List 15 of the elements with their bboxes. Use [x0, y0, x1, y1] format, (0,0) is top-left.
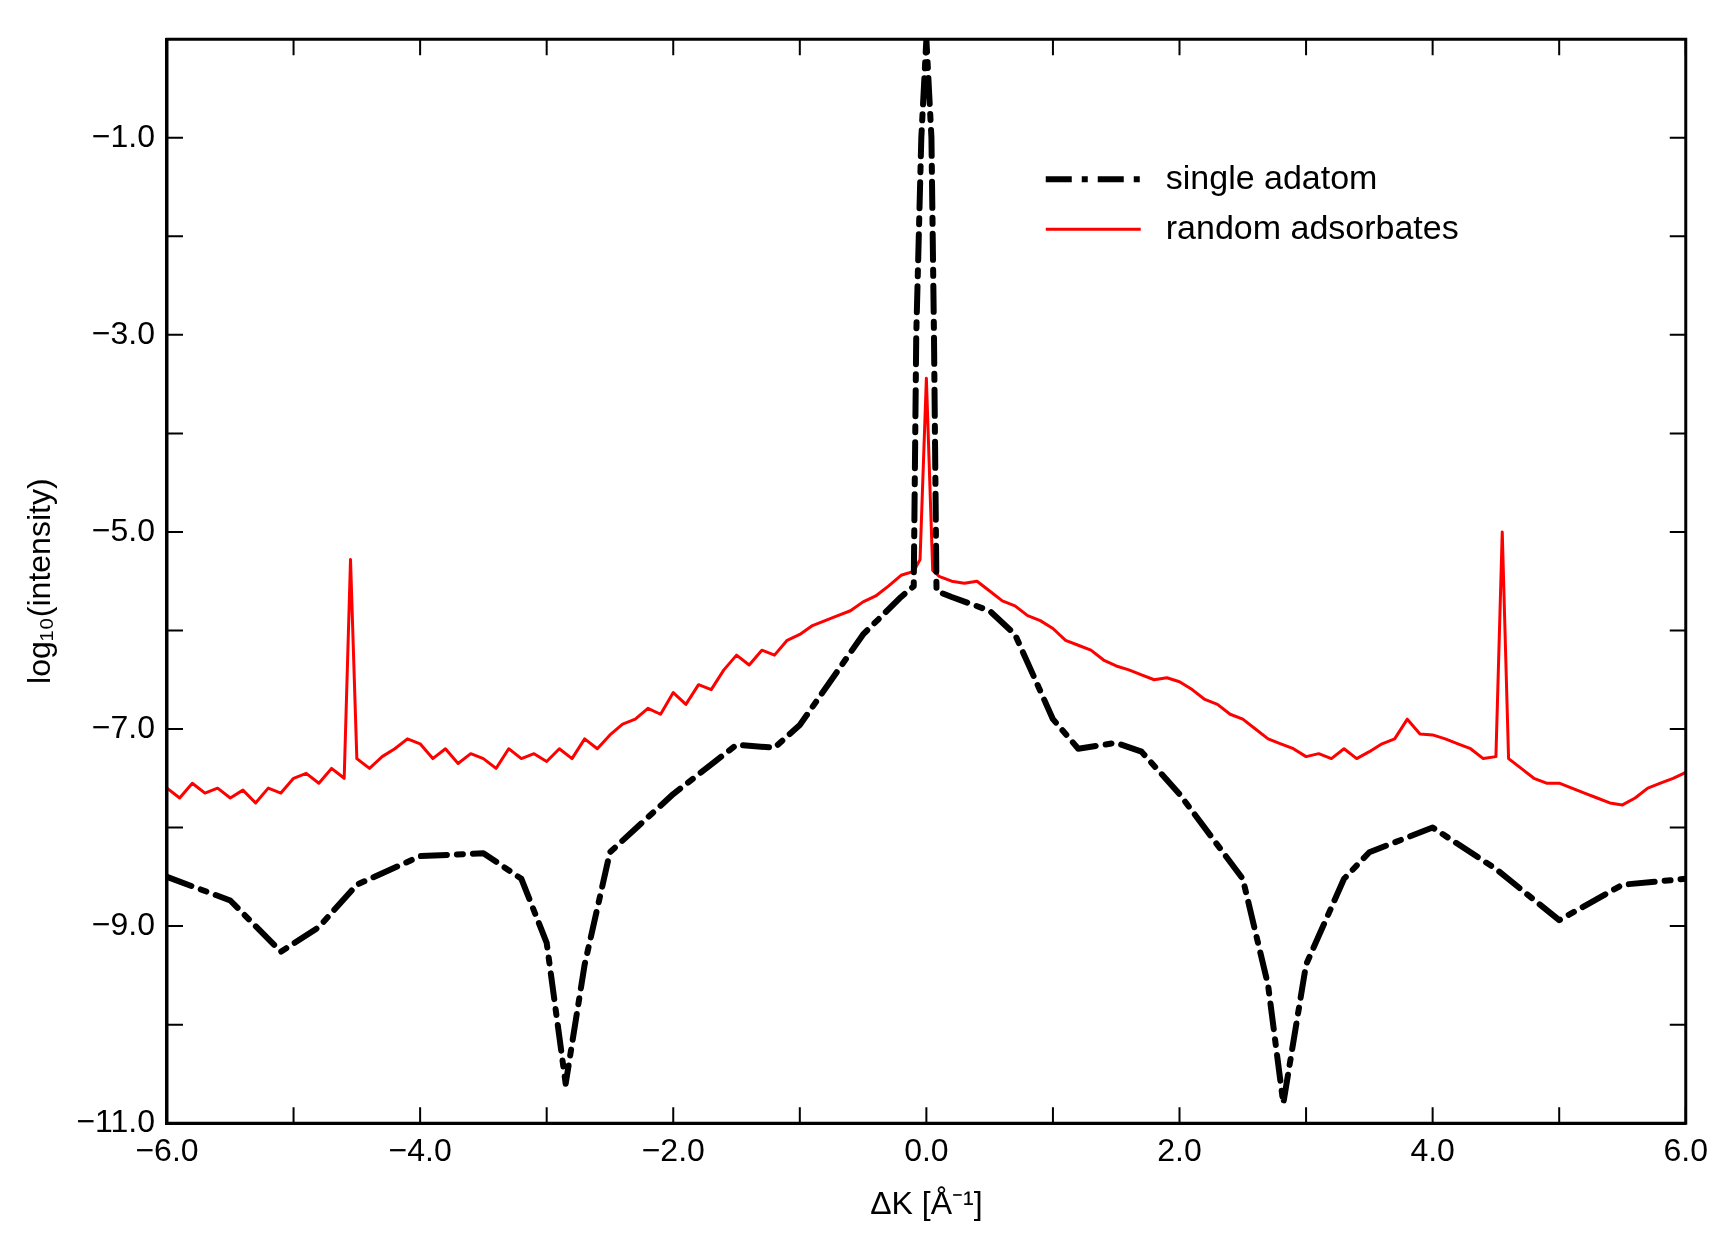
x-tick-label: −2.0 [641, 1132, 705, 1169]
y-tick-label: −7.0 [91, 708, 155, 745]
x-tick-label: 0.0 [904, 1132, 949, 1169]
x-tick-label: −4.0 [388, 1132, 452, 1169]
y-tick-label: −3.0 [91, 314, 155, 351]
x-tick-label: 6.0 [1663, 1132, 1708, 1169]
y-axis-title: log₁₀(intensity) [21, 478, 58, 684]
x-tick-label: 4.0 [1410, 1132, 1455, 1169]
y-tick-label: −9.0 [91, 905, 155, 942]
legend-label: random adsorbates [1165, 207, 1459, 246]
x-tick-label: 2.0 [1157, 1132, 1202, 1169]
y-tick-label: −1.0 [91, 117, 155, 154]
y-tick-label: −5.0 [91, 511, 155, 548]
x-axis-title: ΔK [Å⁻¹] [870, 1184, 983, 1221]
legend-label: single adatom [1165, 157, 1378, 196]
